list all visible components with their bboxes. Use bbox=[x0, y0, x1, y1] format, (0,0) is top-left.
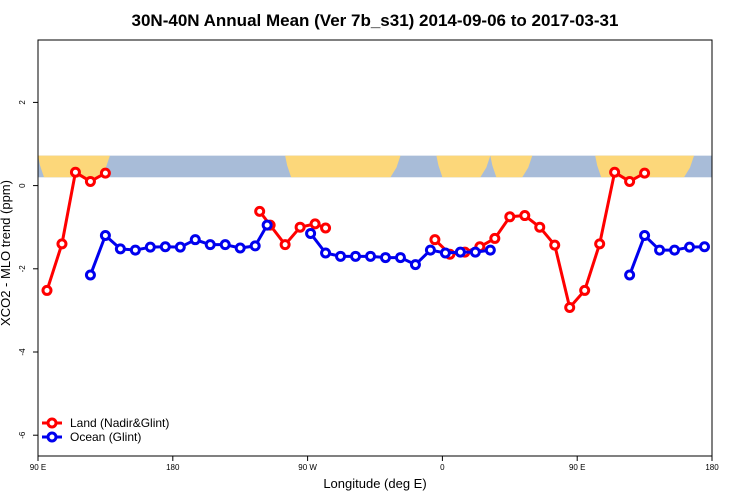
map-landmass bbox=[436, 155, 491, 178]
series-layer bbox=[41, 166, 711, 313]
data-point bbox=[365, 250, 377, 262]
legend-marker-land bbox=[46, 417, 58, 429]
legend-item-land: Land (Nadir&Glint) bbox=[42, 416, 169, 430]
data-point bbox=[519, 210, 531, 222]
data-point bbox=[84, 269, 96, 281]
data-point bbox=[639, 167, 651, 179]
y-tick-label: 0 bbox=[18, 183, 27, 188]
data-point bbox=[684, 241, 696, 253]
data-point bbox=[409, 259, 421, 271]
data-point bbox=[394, 252, 406, 264]
map-landmass bbox=[38, 155, 110, 178]
map-landmass bbox=[490, 155, 533, 178]
y-tick-label: 2 bbox=[18, 100, 27, 105]
x-axis-label: Longitude (deg E) bbox=[323, 476, 426, 491]
data-point bbox=[534, 221, 546, 233]
data-point bbox=[144, 241, 156, 253]
data-point bbox=[335, 250, 347, 262]
data-point bbox=[254, 205, 266, 217]
x-tick-label: 0 bbox=[440, 463, 445, 472]
series-land bbox=[41, 166, 651, 313]
data-point bbox=[204, 239, 216, 251]
data-point bbox=[84, 175, 96, 187]
legend-item-ocean: Ocean (Glint) bbox=[42, 430, 141, 444]
data-point bbox=[504, 211, 516, 223]
series-line bbox=[45, 170, 107, 291]
data-point bbox=[69, 166, 81, 178]
data-point bbox=[669, 244, 681, 256]
data-point bbox=[549, 239, 561, 251]
data-point bbox=[320, 247, 332, 259]
series-line bbox=[628, 234, 705, 276]
data-point bbox=[219, 239, 231, 251]
data-point bbox=[261, 219, 273, 231]
data-point bbox=[609, 166, 621, 178]
plot-frame bbox=[37, 39, 713, 457]
data-point bbox=[305, 227, 317, 239]
data-point bbox=[424, 244, 436, 256]
map-landmass bbox=[285, 155, 401, 178]
data-point bbox=[379, 252, 391, 264]
chart-title: 30N-40N Annual Mean (Ver 7b_s31) 2014-09… bbox=[132, 11, 619, 30]
data-point bbox=[654, 244, 666, 256]
data-point bbox=[114, 243, 126, 255]
y-axis-label: XCO2 - MLO trend (ppm) bbox=[0, 180, 13, 326]
data-point bbox=[624, 175, 636, 187]
data-point bbox=[594, 238, 606, 250]
data-point bbox=[56, 238, 68, 250]
data-point bbox=[174, 241, 186, 253]
y-tick-label: -2 bbox=[18, 265, 27, 273]
data-point bbox=[159, 241, 171, 253]
data-point bbox=[484, 244, 496, 256]
x-tick-label: 180 bbox=[166, 463, 180, 472]
data-point bbox=[639, 230, 651, 242]
world-map-band bbox=[38, 155, 712, 178]
x-axis: 90 E 180 90 W 0 90 E 180 bbox=[30, 456, 719, 472]
legend: Land (Nadir&Glint) Ocean (Glint) bbox=[42, 416, 169, 444]
data-point bbox=[564, 301, 576, 313]
data-point bbox=[429, 234, 441, 246]
series-ocean bbox=[84, 219, 711, 281]
data-point bbox=[579, 284, 591, 296]
data-point bbox=[99, 167, 111, 179]
data-point bbox=[234, 242, 246, 254]
data-point bbox=[439, 247, 451, 259]
x-tick-label: 90 E bbox=[569, 463, 585, 472]
y-axis: 2 0 -2 -4 -6 bbox=[18, 100, 38, 439]
data-point bbox=[279, 239, 291, 251]
y-tick-label: -4 bbox=[18, 348, 27, 356]
data-point bbox=[294, 221, 306, 233]
data-point bbox=[624, 269, 636, 281]
data-point bbox=[454, 246, 466, 258]
data-point bbox=[699, 241, 711, 253]
data-point bbox=[309, 218, 321, 230]
x-tick-label: 180 bbox=[705, 463, 719, 472]
legend-label-ocean: Ocean (Glint) bbox=[70, 430, 141, 444]
y-tick-label: -6 bbox=[18, 431, 27, 439]
data-point bbox=[489, 232, 501, 244]
data-point bbox=[320, 222, 332, 234]
legend-marker-ocean bbox=[46, 431, 58, 443]
data-point bbox=[41, 284, 53, 296]
data-point bbox=[99, 230, 111, 242]
data-point bbox=[189, 234, 201, 246]
x-tick-label: 90 E bbox=[30, 463, 46, 472]
legend-label-land: Land (Nadir&Glint) bbox=[70, 416, 169, 430]
series-line bbox=[433, 170, 646, 309]
data-point bbox=[469, 246, 481, 258]
data-point bbox=[350, 250, 362, 262]
data-point bbox=[129, 244, 141, 256]
data-point bbox=[249, 240, 261, 252]
x-tick-label: 90 W bbox=[298, 463, 317, 472]
